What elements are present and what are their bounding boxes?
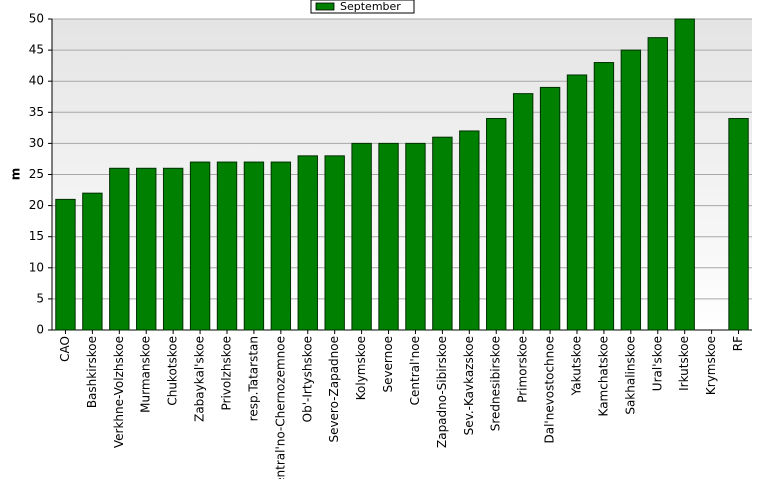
legend-label: September [340, 0, 401, 13]
x-tick-label: Severo-Zapadnoe [327, 336, 341, 443]
bar [351, 142, 372, 331]
x-tick-label: Kolymskoe [354, 336, 368, 400]
bar [189, 161, 211, 331]
bar [593, 62, 615, 331]
legend-box [310, 0, 415, 14]
x-tick-label: Central'noe [408, 336, 422, 405]
x-tick-label: Sev.-Kavkazskoe [462, 336, 476, 435]
bar [728, 118, 749, 331]
x-tick-label: Chukotskoe [166, 336, 180, 406]
y-tick-label: 0 [36, 323, 44, 337]
y-tick-label: 50 [29, 12, 44, 26]
y-tick-label: 10 [29, 260, 44, 274]
bar [539, 86, 561, 331]
x-tick-label: Sakhalinskoe [623, 336, 637, 415]
y-tick-label: 15 [29, 229, 44, 243]
bar [378, 142, 399, 331]
bar [459, 130, 480, 331]
x-tick-label: Kamchatskoe [596, 336, 610, 416]
y-tick-label: 30 [29, 136, 44, 150]
bar [324, 155, 345, 331]
x-tick-label: Central'no-Chernozemnoe [273, 336, 287, 479]
bar [620, 49, 642, 331]
x-tick-label: Primorskoe [516, 336, 530, 403]
x-tick-label: RF [731, 336, 745, 351]
bar [512, 93, 534, 331]
x-tick-label: Bashkirskoe [85, 336, 99, 408]
bar [216, 161, 238, 331]
y-tick-label: 20 [29, 198, 44, 212]
bar [647, 37, 668, 331]
bar [82, 192, 103, 331]
x-tick-label: CAO [58, 336, 72, 362]
x-tick-label: Yakutskoe [570, 336, 584, 396]
x-tick-label: Zabaykal'skoe [193, 336, 207, 422]
y-tick-label: 40 [29, 74, 44, 88]
x-tick-label: resp.Tatarstan [246, 336, 260, 421]
bar [432, 136, 453, 331]
bar [674, 18, 695, 331]
bar [297, 155, 318, 331]
x-tick-label: Severnoe [381, 336, 395, 393]
x-tick-label: Zapadno-Sibirskoe [435, 336, 449, 448]
x-tick-label: Dal'nevostochnoe [543, 336, 557, 444]
y-tick-label: 35 [29, 105, 44, 119]
bar [109, 167, 130, 331]
y-tick-label: 45 [29, 43, 44, 57]
bar [136, 167, 157, 331]
x-tick-label: Ob'-Irtyshskoe [300, 336, 314, 422]
bar [486, 118, 507, 331]
x-tick-label: Verkhne-Volzhskoe [112, 336, 126, 448]
bar [243, 161, 265, 331]
y-axis-label: m [9, 168, 23, 181]
legend: September [310, 0, 415, 14]
y-tick-label: 25 [29, 167, 44, 181]
x-tick-label: Privolzhskoe [220, 336, 234, 410]
x-tick-label: Srednesibirskoe [489, 336, 503, 431]
bar [270, 161, 292, 331]
x-tick-label: Krymskoe [704, 336, 718, 395]
bar [162, 167, 184, 331]
x-tick-label: Irkutskoe [677, 336, 691, 391]
x-tick-label: Murmanskoe [139, 336, 153, 413]
y-tick-label: 5 [36, 291, 44, 305]
bar [405, 142, 426, 331]
x-tick-label: Ural'skoe [650, 336, 664, 391]
legend-swatch [315, 2, 335, 11]
bar [55, 198, 76, 331]
bar [566, 74, 588, 331]
